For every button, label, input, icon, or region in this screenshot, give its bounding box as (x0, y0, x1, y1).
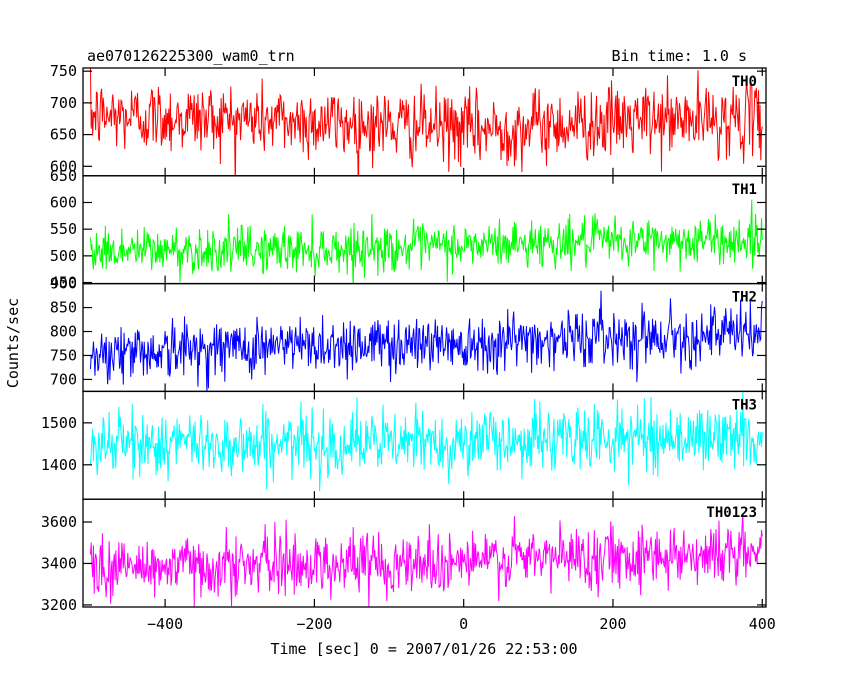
y-axis-title: Counts/sec (4, 298, 22, 388)
y-tick-label: 900 (50, 275, 77, 293)
y-tick-label: 650 (50, 167, 77, 185)
y-tick-label: 750 (50, 62, 77, 80)
y-tick-label: 3200 (41, 596, 77, 614)
panel-label: TH0 (732, 74, 757, 90)
y-tick-label: 700 (50, 94, 77, 112)
chart-title: ae070126225300_wam0_trn (87, 47, 295, 65)
panels-group: 600650700750TH0450500550600650TH17007508… (41, 62, 767, 614)
panel-label: TH1 (732, 182, 757, 198)
y-tick-label: 750 (50, 346, 77, 364)
panel-frame (82, 498, 767, 608)
y-tick-label: 3400 (41, 554, 77, 572)
y-tick-label: 650 (50, 126, 77, 144)
y-tick-label: 1400 (41, 456, 77, 474)
x-axis-title: Time [sec] 0 = 2007/01/26 22:53:00 (270, 640, 577, 658)
y-tick-label: 800 (50, 323, 77, 341)
y-tick-label: 850 (50, 299, 77, 317)
bin-time-label: Bin time: 1.0 s (612, 47, 747, 65)
y-tick-label: 600 (50, 157, 77, 175)
y-tick-label: 450 (50, 274, 77, 292)
x-tick-label: 200 (599, 615, 626, 633)
series-line-th2 (89, 290, 763, 392)
y-tick-label: 550 (50, 220, 77, 238)
panel-label: TH3 (732, 397, 757, 413)
y-tick-label: 3600 (41, 513, 77, 531)
panel-label: TH2 (732, 290, 757, 306)
y-tick-label: 500 (50, 247, 77, 265)
series-line-th0123 (89, 512, 763, 608)
x-tick-label: −200 (296, 615, 332, 633)
series-line-th1 (89, 199, 763, 284)
y-tick-label: 700 (50, 370, 77, 388)
x-tick-label: −400 (147, 615, 183, 633)
panel-frame (82, 175, 767, 285)
series-line-th3 (89, 391, 763, 491)
panel-label: TH0123 (706, 505, 757, 521)
x-tick-label: 400 (749, 615, 776, 633)
y-tick-label: 600 (50, 193, 77, 211)
series-line-th0 (89, 68, 763, 176)
y-tick-label: 1500 (41, 414, 77, 432)
panel-th0123: 3200 3400 3600 TH0123 (41, 498, 767, 614)
x-tick-label: 0 (459, 615, 468, 633)
panel-th2: 700 750 800 850 900 TH2 (50, 275, 767, 393)
panel-th3: 1400 1500 TH3 (41, 390, 767, 500)
panel-th0: 600 650 700 750 TH0 (50, 62, 767, 177)
panel-th1: 450 500 550 600 650 TH1 (50, 167, 767, 292)
x-axis: −400 −200 0 200 400 (147, 615, 776, 633)
